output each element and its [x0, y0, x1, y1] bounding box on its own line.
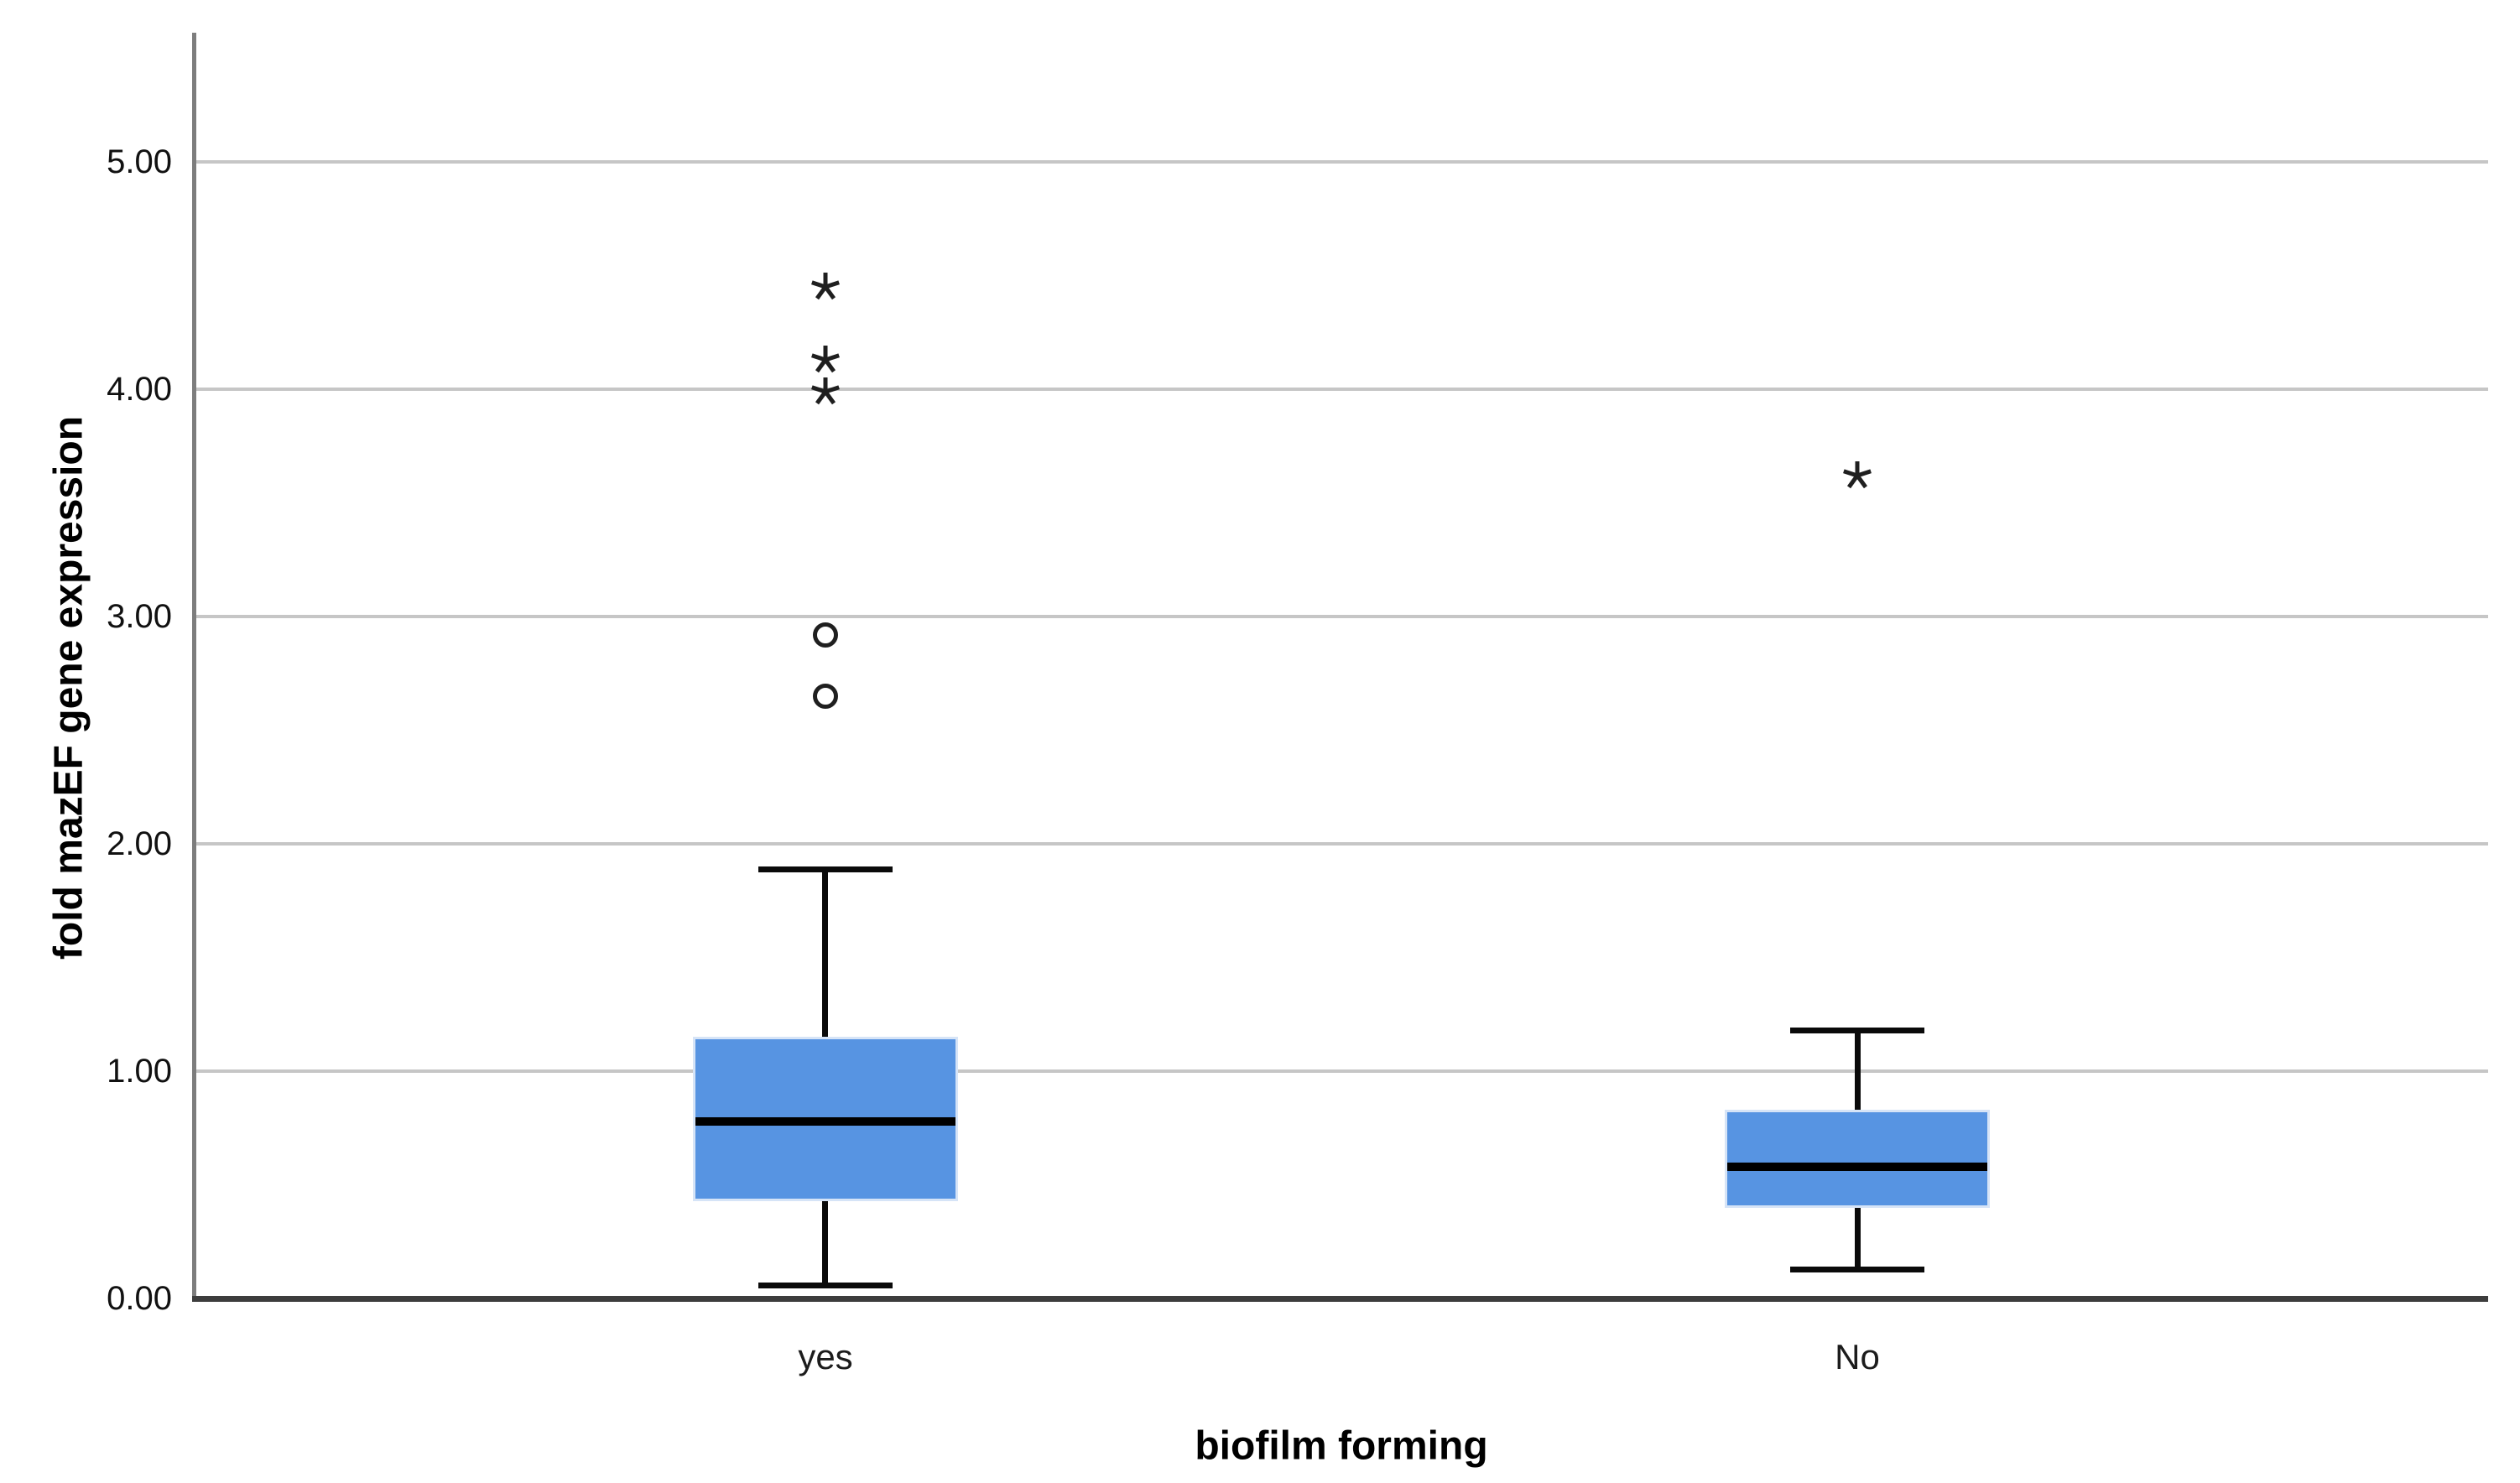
whisker-cap — [758, 866, 893, 872]
x-axis-title: biofilm forming — [1195, 1423, 1488, 1469]
outlier-circle — [813, 622, 838, 648]
category-label: yes — [798, 1337, 853, 1376]
y-tick-label: 2.00 — [107, 825, 172, 862]
whisker-line — [1855, 1030, 1861, 1112]
category-label: No — [1835, 1337, 1880, 1376]
y-axis-title: fold mazEF gene expression — [46, 415, 91, 960]
gridline — [195, 1069, 2488, 1073]
gridline — [195, 160, 2488, 164]
extreme-outlier-marker — [809, 375, 842, 408]
extreme-outlier-marker — [1841, 459, 1874, 492]
y-axis-line — [192, 33, 196, 1302]
gridline — [195, 388, 2488, 391]
outlier-circle — [813, 684, 838, 709]
whisker-line — [822, 869, 828, 1039]
y-tick-label: 1.00 — [107, 1053, 172, 1090]
x-axis-line — [192, 1296, 2488, 1302]
whisker-cap — [758, 1283, 893, 1288]
box — [1727, 1112, 1987, 1205]
asterisk-icon — [811, 273, 840, 300]
y-tick-label: 4.00 — [107, 371, 172, 408]
whisker-line — [1855, 1205, 1861, 1269]
y-tick-label: 3.00 — [107, 598, 172, 635]
whisker-cap — [1790, 1028, 1924, 1033]
y-tick-label: 0.00 — [107, 1280, 172, 1317]
whisker-line — [822, 1199, 828, 1285]
gridline — [195, 842, 2488, 846]
asterisk-icon — [811, 346, 840, 373]
extreme-outlier-marker — [809, 270, 842, 304]
whisker-cap — [1790, 1267, 1924, 1272]
median-line — [1727, 1163, 1987, 1171]
extreme-outlier-marker — [809, 343, 842, 377]
median-line — [695, 1117, 955, 1126]
asterisk-icon — [811, 377, 840, 405]
y-tick-label: 5.00 — [107, 143, 172, 180]
asterisk-icon — [1843, 461, 1872, 489]
gridline — [195, 615, 2488, 618]
